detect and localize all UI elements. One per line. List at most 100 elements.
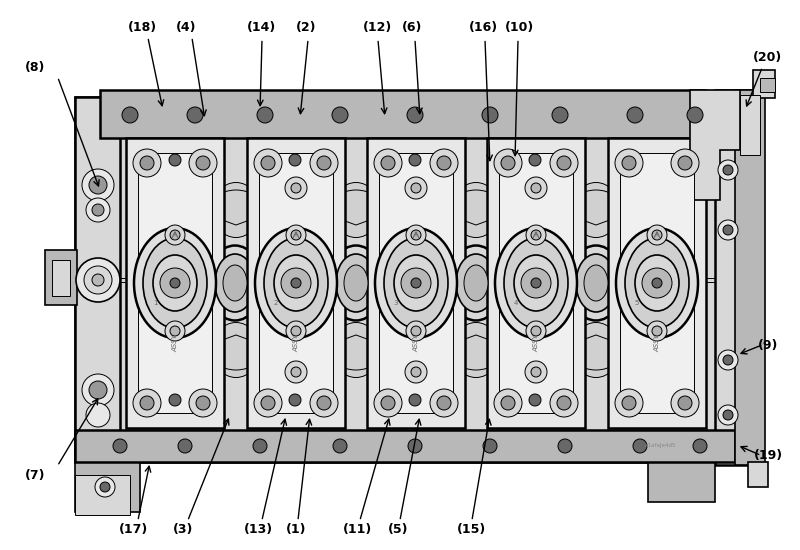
Ellipse shape <box>625 238 689 328</box>
Ellipse shape <box>134 228 216 338</box>
Circle shape <box>381 396 395 410</box>
Circle shape <box>257 107 273 123</box>
Text: (9): (9) <box>758 338 778 351</box>
Bar <box>75 460 140 512</box>
Ellipse shape <box>332 322 380 377</box>
Circle shape <box>254 149 282 177</box>
Circle shape <box>291 367 301 377</box>
Circle shape <box>718 220 738 240</box>
Circle shape <box>430 389 458 417</box>
Circle shape <box>285 361 307 383</box>
Circle shape <box>642 268 672 298</box>
Circle shape <box>160 268 190 298</box>
Text: (4): (4) <box>176 21 196 35</box>
Bar <box>715 90 760 465</box>
Text: (18): (18) <box>127 21 157 35</box>
Wedge shape <box>443 190 509 225</box>
Circle shape <box>652 230 662 240</box>
Circle shape <box>557 396 571 410</box>
Circle shape <box>84 266 112 294</box>
Circle shape <box>647 225 667 245</box>
Ellipse shape <box>495 228 577 338</box>
Ellipse shape <box>212 183 260 238</box>
Circle shape <box>615 149 643 177</box>
Ellipse shape <box>569 245 623 321</box>
Bar <box>126 138 224 428</box>
Circle shape <box>289 154 301 166</box>
Ellipse shape <box>264 238 328 328</box>
Circle shape <box>622 396 636 410</box>
Circle shape <box>430 149 458 177</box>
Text: (10): (10) <box>506 21 534 35</box>
Circle shape <box>521 268 551 298</box>
Ellipse shape <box>635 255 679 311</box>
Ellipse shape <box>375 228 457 338</box>
Circle shape <box>494 389 522 417</box>
Text: 4: 4 <box>514 300 518 306</box>
Bar <box>620 153 694 413</box>
Circle shape <box>291 278 301 288</box>
Wedge shape <box>203 335 269 370</box>
Bar <box>487 138 585 428</box>
Circle shape <box>529 394 541 406</box>
Circle shape <box>261 156 275 170</box>
Circle shape <box>671 389 699 417</box>
Ellipse shape <box>344 265 368 301</box>
Bar <box>499 153 573 413</box>
Circle shape <box>622 156 636 170</box>
Circle shape <box>253 439 267 453</box>
Circle shape <box>196 156 210 170</box>
Bar <box>247 138 345 428</box>
Wedge shape <box>323 190 389 225</box>
Circle shape <box>189 149 217 177</box>
Circle shape <box>615 389 643 417</box>
Bar <box>735 90 765 465</box>
Circle shape <box>286 321 306 341</box>
Circle shape <box>76 258 120 302</box>
Circle shape <box>82 169 114 201</box>
Bar <box>45 250 77 305</box>
Wedge shape <box>563 335 629 370</box>
Circle shape <box>550 149 578 177</box>
Circle shape <box>196 396 210 410</box>
Bar <box>259 153 333 413</box>
Text: (6): (6) <box>402 21 422 35</box>
Circle shape <box>170 230 180 240</box>
Circle shape <box>531 183 541 193</box>
Circle shape <box>406 225 426 245</box>
Circle shape <box>652 278 662 288</box>
Circle shape <box>405 177 427 199</box>
Circle shape <box>133 149 161 177</box>
Text: (7): (7) <box>25 469 46 481</box>
Circle shape <box>170 326 180 336</box>
Circle shape <box>525 177 547 199</box>
Circle shape <box>374 149 402 177</box>
Text: (8): (8) <box>25 62 45 74</box>
Ellipse shape <box>394 255 438 311</box>
Bar <box>608 138 706 428</box>
Circle shape <box>557 156 571 170</box>
Wedge shape <box>443 335 509 370</box>
Ellipse shape <box>572 322 620 377</box>
Text: ASSY: ASSY <box>654 334 660 352</box>
Circle shape <box>647 321 667 341</box>
Text: (20): (20) <box>754 52 782 64</box>
Ellipse shape <box>223 265 247 301</box>
Circle shape <box>531 367 541 377</box>
Circle shape <box>723 165 733 175</box>
Ellipse shape <box>207 245 262 321</box>
Circle shape <box>411 230 421 240</box>
Circle shape <box>86 403 110 427</box>
Circle shape <box>411 183 421 193</box>
Bar <box>367 138 465 428</box>
Text: 5: 5 <box>635 300 639 306</box>
Circle shape <box>529 154 541 166</box>
Circle shape <box>122 107 138 123</box>
Text: 3: 3 <box>394 300 398 306</box>
Circle shape <box>140 156 154 170</box>
Bar <box>138 153 212 413</box>
Circle shape <box>483 439 497 453</box>
Circle shape <box>525 361 547 383</box>
Circle shape <box>178 439 192 453</box>
Bar <box>100 90 705 138</box>
